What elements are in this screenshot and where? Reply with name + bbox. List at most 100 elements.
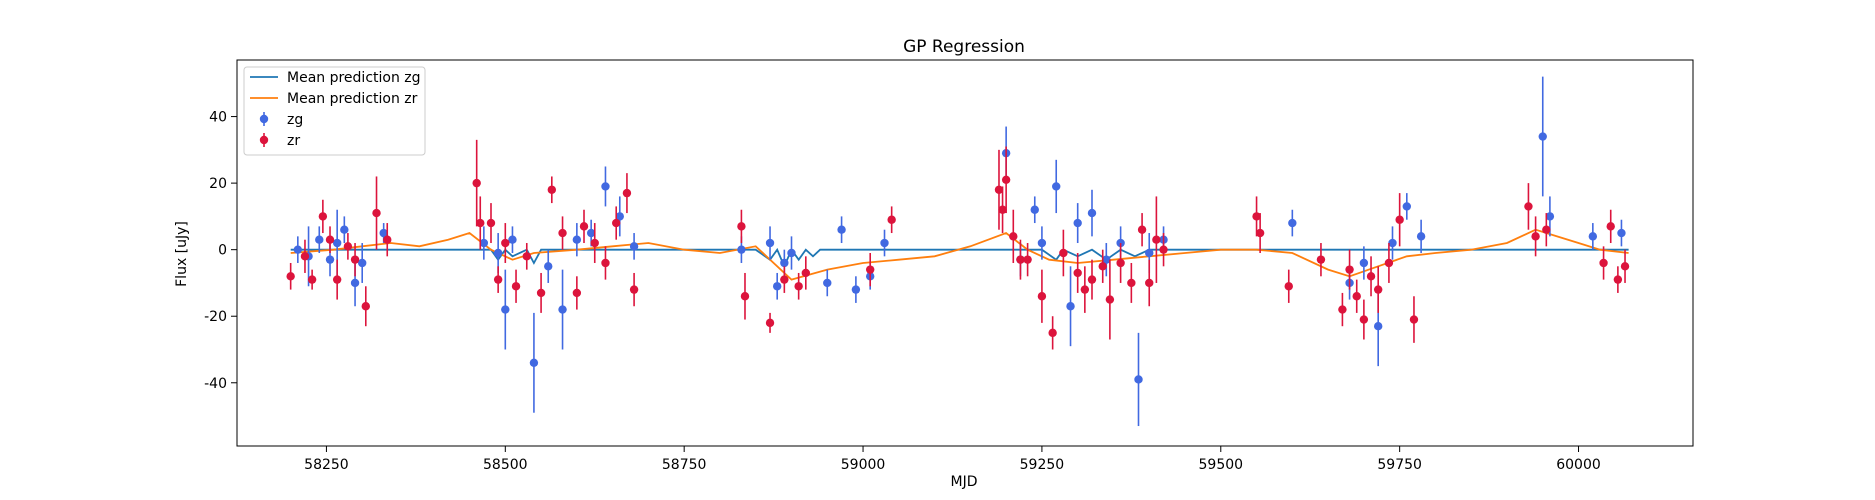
zr-point [612,218,621,228]
zr-point [493,275,503,284]
y-tick-label: -20 [204,309,227,325]
zg-point [765,238,775,248]
x-tick-label: 58500 [483,457,528,473]
zg-point [1030,205,1039,214]
zr-point [511,282,521,291]
zg-point [772,282,782,291]
zg-point [787,248,796,258]
zr-point [501,238,510,248]
zr-point [318,212,328,221]
x-tick-label: 59500 [1199,457,1244,473]
zg-point [880,238,889,248]
zr-point [780,275,789,284]
zg-point [293,245,303,254]
zr-point [486,218,496,228]
zg-point [1388,238,1397,248]
zr-point [522,252,531,261]
zr-point [1137,225,1147,234]
zg-point [1538,132,1547,141]
zr-point [1542,225,1551,234]
zr-point [865,265,875,274]
zr-point [1373,285,1383,294]
zr-point [629,285,639,294]
zr-point [590,238,599,248]
zr-point [1009,232,1018,241]
zg-point [1402,202,1412,211]
zr-point [1127,278,1136,288]
zr-point [1613,275,1623,284]
zr-point [1255,228,1265,238]
zg-point [1617,228,1626,238]
zr-point [547,185,557,194]
zg-point [1073,218,1082,228]
axes-frame [236,59,1694,447]
zr-point [1105,295,1115,304]
zr-point [286,272,295,281]
legend-label: zg [287,112,303,128]
x-tick-label: 58750 [662,457,707,473]
zg-point [1052,182,1061,191]
x-tick-label: 59250 [1020,457,1065,473]
zr-point [794,282,803,291]
zg-point [629,242,639,251]
zg-point [508,235,517,244]
zr-point [1116,258,1125,268]
zg-point [601,182,610,191]
zr-point [1359,315,1369,324]
zr-point [1001,175,1011,184]
zg-point [1066,302,1075,311]
zg-point [615,212,624,221]
zr-point [1016,255,1025,264]
zr-point [1409,315,1419,324]
zg-point [379,228,388,238]
zr-point [343,242,353,251]
zr-point [601,258,610,268]
zr-point [558,228,567,238]
zg-point [558,305,567,314]
zr-point [383,235,392,244]
zr-point [1037,292,1047,301]
zr-point [350,255,360,264]
zg-point [1588,232,1598,241]
zr-point [372,208,381,218]
x-tick-label: 58250 [304,457,349,473]
zr-point [472,178,481,188]
zr-point [998,205,1007,214]
zg-point [1087,208,1097,218]
zr-point [1048,328,1057,338]
zr-point [1098,262,1107,271]
y-tick-label: -40 [204,376,227,392]
zr-point [1152,235,1161,244]
zr-point [1599,258,1608,268]
legend-label: Mean prediction zr [287,91,418,107]
zr-point [361,302,370,311]
zr-point [1080,285,1090,294]
zr-point [476,218,485,228]
zr-point [1524,202,1533,211]
zr-point [572,288,582,298]
zr-point [1352,292,1361,301]
zr-point [1159,245,1168,254]
zr-point [300,252,310,261]
x-axis-label: MJD [951,474,978,490]
zg-point [332,238,342,248]
zr-point [1531,232,1540,241]
zg-point [340,225,349,234]
zg-point [851,285,861,294]
zr-point [1345,265,1354,274]
zg-point [1288,218,1297,228]
zr-point [325,235,335,244]
zr-point [307,275,317,284]
zr-point [1252,212,1261,221]
zg-point [1545,212,1555,221]
zg-point [544,262,553,271]
zr-point [622,188,632,198]
zr-point [1620,262,1630,271]
zr-point [1316,255,1326,264]
legend-label: zr [287,133,300,149]
zr-point [1059,248,1068,258]
zr-point [1145,278,1154,288]
y-tick-label: 40 [209,110,227,126]
zg-point [529,358,539,368]
